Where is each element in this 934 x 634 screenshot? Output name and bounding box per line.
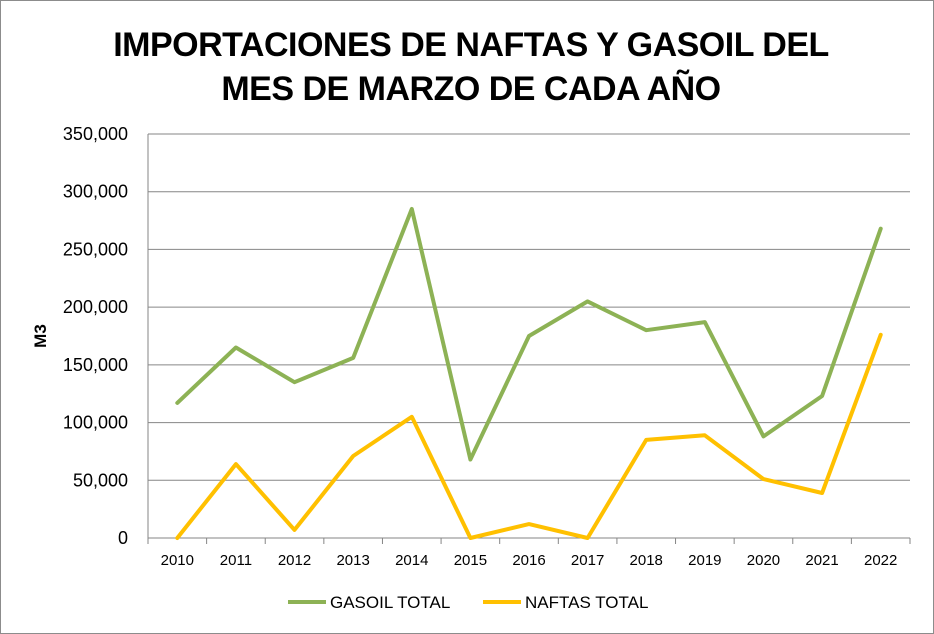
y-tick-label: 0 [118, 528, 128, 548]
x-tick-label: 2022 [864, 552, 897, 569]
x-axis-tick-labels: 2010 2011 2012 2013 2014 2015 2016 2017 2018 2019… [161, 552, 898, 569]
chart-title-line-2: MES DE MARZO DE CADA AÑO [221, 70, 721, 108]
y-tick-label: 350,000 [63, 124, 128, 144]
x-tick-label: 2013 [336, 552, 369, 569]
legend-label: GASOIL TOTAL [330, 593, 450, 612]
x-tick-label: 2012 [278, 552, 311, 569]
x-tick-label: 2018 [630, 552, 663, 569]
x-tick-label: 2019 [688, 552, 721, 569]
series-lines [175, 207, 883, 540]
y-tick-label: 200,000 [63, 297, 128, 317]
x-tick-label: 2011 [220, 552, 252, 569]
chart-title-line-1: IMPORTACIONES DE NAFTAS Y GASOIL DEL [113, 26, 829, 64]
x-tick-label: 2010 [161, 552, 194, 569]
legend: GASOIL TOTAL NAFTAS TOTAL [288, 593, 648, 612]
x-tick-label: 2014 [395, 552, 428, 569]
legend-label: NAFTAS TOTAL [525, 593, 648, 612]
y-tick-label: 100,000 [63, 413, 128, 433]
x-tick-label: 2020 [747, 552, 780, 569]
series-line-naftas-total [175, 332, 883, 540]
y-tick-label: 50,000 [73, 470, 128, 490]
y-tick-label: 250,000 [63, 239, 128, 259]
x-tick-label: 2016 [512, 552, 545, 569]
series-line-gasoil-total [175, 207, 883, 462]
x-tick-label: 2015 [454, 552, 487, 569]
y-tick-label: 150,000 [63, 355, 128, 375]
y-axis-title: M3 [31, 324, 50, 348]
chart-title: IMPORTACIONES DE NAFTAS Y GASOIL DEL MES… [91, 23, 851, 111]
y-axis-tick-labels: 0 50,000 100,000 150,000 200,000 250,000 300,0… [63, 124, 128, 548]
gridlines [147, 133, 911, 544]
x-tick-label: 2017 [571, 552, 604, 569]
y-tick-label: 300,000 [63, 182, 128, 202]
x-tick-label: 2021 [805, 552, 838, 569]
